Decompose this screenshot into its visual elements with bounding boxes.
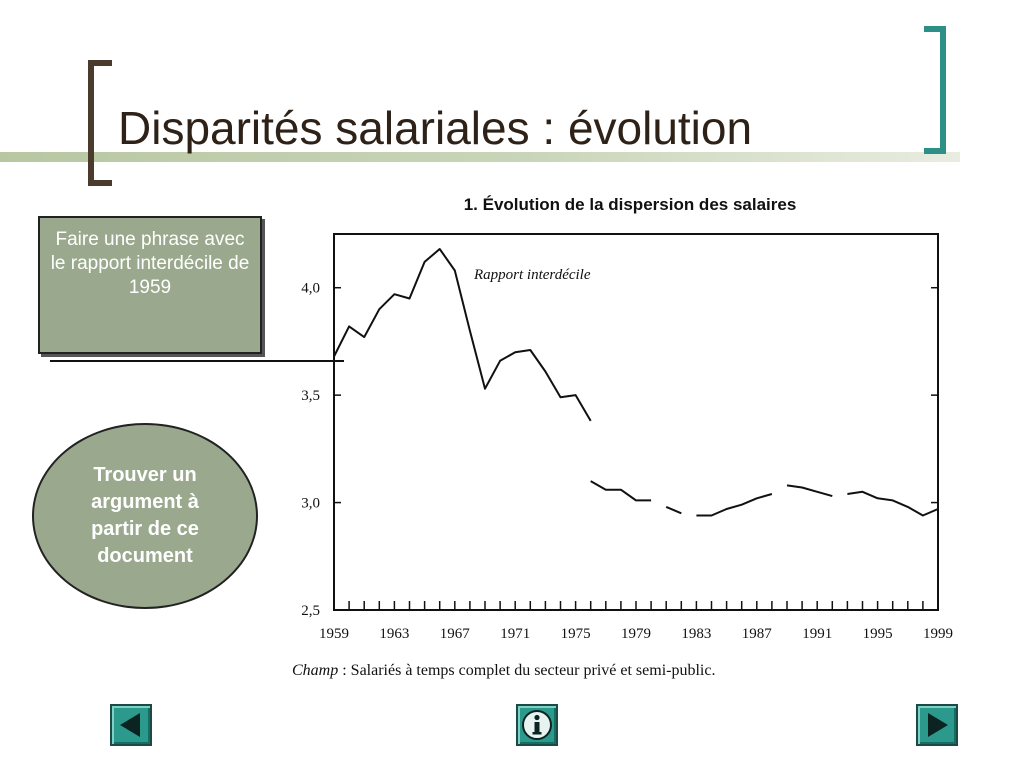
x-tick-label: 1995: [863, 626, 893, 642]
x-tick-label: 1999: [923, 626, 953, 642]
next-slide-button[interactable]: [916, 704, 958, 746]
x-tick-label: 1967: [440, 626, 471, 642]
left-bracket-decoration: [88, 60, 112, 186]
y-tick-label: 3,5: [301, 388, 320, 404]
chart-svg: 1. Évolution de la dispersion des salair…: [292, 195, 953, 679]
plot-frame: [333, 233, 939, 611]
x-tick-label: 1979: [621, 626, 651, 642]
series-line-segment: [847, 490, 939, 517]
oval-text: Trouver un argument à partir de ce docum…: [91, 464, 199, 567]
arrow-right-icon: [928, 713, 948, 737]
footnote-label: Champ: [292, 662, 338, 679]
x-tick-label: 1987: [742, 626, 773, 642]
previous-slide-button[interactable]: [110, 704, 152, 746]
right-bracket-decoration: [924, 26, 946, 154]
y-tick-label: 2,5: [301, 603, 320, 619]
arrow-left-icon: [120, 713, 140, 737]
chart-footnote: Champ : Salariés à temps complet du sect…: [292, 662, 715, 679]
y-axis: 2,5 3,0 3,5 4,0: [301, 281, 938, 619]
series-line-segment: [590, 480, 652, 502]
series-line-segment: [786, 484, 833, 498]
instruction-callout-oval: Trouver un argument à partir de ce docum…: [32, 423, 258, 609]
y-tick-label: 3,0: [301, 496, 320, 512]
x-tick-label: 1971: [500, 626, 530, 642]
chart-title: 1. Évolution de la dispersion des salair…: [464, 195, 797, 214]
x-tick-label: 1983: [681, 626, 711, 642]
y-tick-label: 4,0: [301, 281, 320, 297]
slide-title: Disparités salariales : évolution: [118, 102, 753, 154]
x-tick-label: 1963: [379, 626, 409, 642]
info-icon: [522, 710, 552, 740]
callout-pointer-line: [50, 360, 344, 362]
series-line-segment: [333, 248, 592, 422]
footnote-text: : Salariés à temps complet du secteur pr…: [338, 662, 715, 679]
chart-container: 1. Évolution de la dispersion des salair…: [270, 176, 1004, 686]
x-tick-label: 1991: [802, 626, 832, 642]
series-line-segment: [696, 493, 773, 517]
x-axis: 1959 1963 1967 1971 1975 1979 1983 1987 1991 1995…: [319, 601, 953, 642]
x-tick-label: 1959: [319, 626, 349, 642]
series-line-segment: [665, 505, 682, 515]
x-tick-label: 1975: [561, 626, 591, 642]
series-label: Rapport interdécile: [473, 267, 591, 283]
title-underline-bar: [0, 152, 960, 162]
info-button[interactable]: [516, 704, 558, 746]
instruction-callout-box: Faire une phrase avec le rapport interdé…: [38, 216, 262, 354]
series-rapport-interdecile: [333, 248, 939, 517]
